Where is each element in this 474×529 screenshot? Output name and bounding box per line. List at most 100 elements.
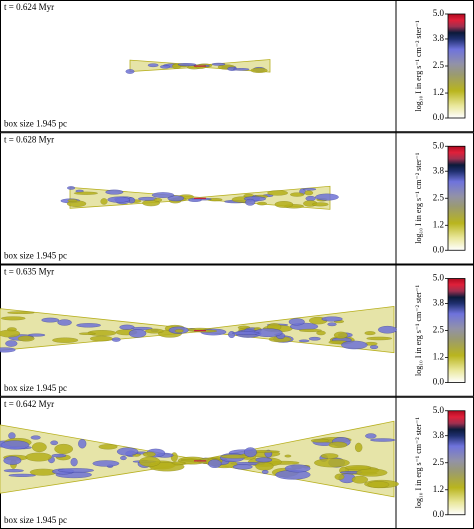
colorbar-tick-label: 2.5 [433, 325, 445, 335]
render-blob [377, 325, 397, 334]
panel: t = 0.624 Myr box size 1.945 pc 0.0 1.2 2.5 3… [0, 0, 474, 133]
render-blob [8, 432, 16, 440]
render-blob [284, 464, 311, 473]
render-blob [17, 335, 35, 342]
render-blob [366, 336, 393, 341]
render-blob [174, 329, 184, 333]
colorbar-tick-label: 3.8 [433, 33, 445, 43]
render-blob [76, 323, 101, 328]
render-blob [98, 444, 118, 450]
colorbar-label: log₁₀ I in erg s⁻¹ cm⁻² ster⁻¹ [414, 284, 423, 376]
render-blob [0, 329, 21, 338]
render-blob [220, 454, 250, 459]
render-blob [211, 62, 226, 66]
render-blob [250, 67, 268, 73]
render-blob [159, 65, 171, 69]
render-blob [116, 447, 139, 456]
render-blob [274, 201, 294, 208]
render-blob [334, 473, 345, 480]
colorbar-label: log₁₀ I in erg s⁻¹ cm⁻² ster⁻¹ [414, 20, 423, 112]
colorbar [447, 13, 466, 119]
render-blob [119, 324, 135, 330]
colorbar-tick-label: 1.2 [433, 484, 444, 494]
render-blob [232, 331, 260, 335]
time-label: t = 0.624 Myr [4, 2, 54, 12]
colorbar-label: log₁₀ I in erg s⁻¹ cm⁻² ster⁻¹ [414, 417, 423, 509]
render-blob [92, 460, 120, 467]
render-blob [7, 311, 35, 314]
render-blob [41, 317, 60, 323]
render-blob [333, 331, 348, 339]
render-blob [261, 469, 269, 475]
render-blob [351, 475, 369, 484]
colorbar-tick-label: 3.8 [433, 165, 445, 175]
box-size-label: box size 1.945 pc [4, 118, 67, 128]
colorbar-tick-label: 0.0 [433, 244, 445, 254]
render-blob [31, 442, 47, 453]
render-blob [1, 316, 26, 321]
render-blob [78, 439, 87, 449]
render-blob [139, 456, 161, 467]
render-blob [0, 440, 30, 450]
render-blob [232, 464, 253, 470]
render [0, 305, 397, 354]
colorbar-tick-label: 5.0 [433, 8, 445, 18]
colorbar-tick-label: 0.0 [433, 112, 445, 122]
render-blob [0, 347, 16, 353]
render-blob [328, 441, 348, 448]
render-blob [284, 454, 292, 458]
render [0, 420, 399, 498]
render-blob [302, 188, 317, 191]
render-blob [354, 442, 363, 453]
render-blob [8, 473, 36, 477]
render-blob [177, 63, 197, 67]
render-blob [73, 191, 98, 195]
render-blob [145, 328, 164, 334]
render-blob [111, 337, 121, 342]
render-blob [151, 192, 175, 198]
colorbar [447, 410, 466, 516]
render-blob [67, 186, 76, 190]
render-blob [54, 443, 74, 455]
render-blob [365, 433, 377, 439]
render-blob [67, 199, 78, 203]
render-blob [256, 201, 267, 206]
render-blob [304, 190, 314, 196]
box-size-label: box size 1.945 pc [4, 515, 67, 525]
render-blob [128, 329, 147, 338]
render-blob [107, 196, 131, 203]
render-blob [308, 336, 321, 341]
box-size-label: box size 1.945 pc [4, 383, 67, 393]
colorbar-tick-label: 5.0 [433, 140, 445, 150]
render-blob [288, 318, 305, 326]
render-blob [70, 457, 78, 467]
render-blob [290, 192, 305, 197]
render-blob [57, 468, 94, 473]
time-label: t = 0.635 Myr [4, 267, 54, 277]
render-blob [3, 469, 24, 473]
render-blob [356, 468, 388, 477]
render-blob [255, 457, 273, 463]
colorbar [447, 145, 466, 251]
render-blob [89, 335, 113, 342]
render-blob [52, 337, 79, 343]
colorbar-tick-label: 3.8 [433, 430, 445, 440]
render-blob [153, 198, 163, 202]
colorbar-tick-label: 1.2 [433, 219, 444, 229]
render-blob [5, 340, 18, 347]
colorbar-tick-label: 2.5 [433, 457, 445, 467]
render-blob [255, 462, 274, 471]
render-blob [50, 440, 59, 446]
render-blob [305, 195, 316, 202]
render-blob [100, 198, 108, 205]
render-blob [299, 328, 322, 333]
colorbar-tick-label: 1.2 [433, 352, 444, 362]
render-blob [364, 331, 376, 336]
render-blob [120, 455, 127, 461]
render-blob [321, 316, 343, 322]
render-blob [171, 461, 186, 465]
render-blob [369, 345, 379, 350]
render-blob [25, 452, 52, 462]
colorbar-tick-label: 3.8 [433, 298, 445, 308]
render-blob [327, 322, 337, 327]
